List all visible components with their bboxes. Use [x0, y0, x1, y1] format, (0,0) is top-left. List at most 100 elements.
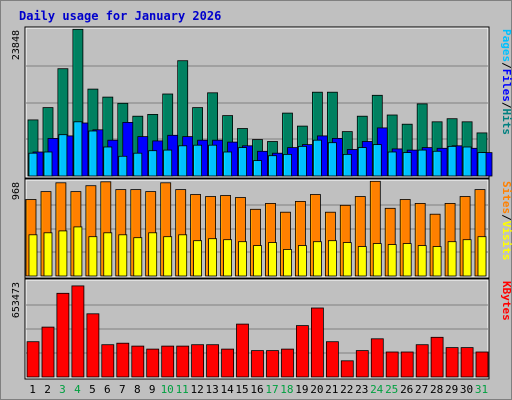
- hits-files-pages-bar-pages-11: [178, 145, 188, 177]
- hits-files-pages-bar-pages-12: [193, 144, 203, 177]
- visits-sites-bar-sites-31: [477, 236, 487, 277]
- x-tick-label-22: 22: [340, 383, 353, 396]
- hits-files-pages-bar-pages-24: [372, 144, 382, 177]
- hits-files-pages-bar-pages-15: [238, 147, 247, 177]
- hits-files-pages-bar-pages-1: [28, 152, 38, 177]
- hits-files-pages-bar-pages-28: [432, 150, 442, 177]
- x-tick-label-7: 7: [119, 383, 126, 396]
- visits-sites-bar-sites-30: [462, 239, 472, 277]
- kbytes-bar-kbytes-28: [430, 336, 444, 378]
- visits-sites-bar-sites-13: [208, 238, 218, 277]
- visits-sites-bar-sites-11: [178, 234, 188, 277]
- x-tick-label-11: 11: [176, 383, 189, 396]
- visits-sites-bar-sites-24: [372, 243, 382, 277]
- x-tick-label-23: 23: [355, 383, 368, 396]
- x-tick-label-30: 30: [460, 383, 473, 396]
- kbytes-bar-kbytes-12: [191, 344, 205, 378]
- hits-files-pages-bar-pages-8: [133, 152, 143, 177]
- visits-sites-bar-sites-22: [342, 242, 352, 277]
- hits-files-pages-bar-pages-21: [327, 142, 337, 177]
- hits-files-pages-bar-pages-16: [253, 160, 262, 177]
- x-tick-label-27: 27: [415, 383, 428, 396]
- visits-sites-bar-sites-21: [327, 240, 337, 277]
- kbytes-bar-kbytes-4: [71, 285, 85, 378]
- hits-files-pages-bar-pages-23: [357, 147, 367, 177]
- kbytes-bar-kbytes-27: [415, 344, 429, 378]
- visits-sites-bar-sites-26: [402, 243, 412, 277]
- visits-sites-bar-sites-3: [58, 230, 68, 277]
- visits-sites-bar-sites-8: [133, 237, 143, 277]
- hits-files-pages-bar-pages-18: [283, 153, 292, 177]
- hits-files-pages-bar-pages-9: [148, 150, 158, 177]
- visits-sites-bar-sites-6: [103, 232, 113, 277]
- hits-files-pages-bar-pages-22: [342, 153, 352, 177]
- kbytes-bar-kbytes-2: [41, 326, 55, 378]
- hits-files-pages-bar-pages-29: [447, 145, 457, 177]
- hits-files-pages-bar-pages-3: [58, 134, 68, 177]
- visits-sites-bar-sites-4: [73, 226, 83, 277]
- kbytes-legend: KBytes: [500, 281, 512, 321]
- kbytes-bar-kbytes-22: [340, 360, 354, 378]
- kbytes-bar-kbytes-6: [101, 344, 115, 378]
- hits-files-pages-bar-pages-30: [462, 146, 472, 177]
- hits-files-pages-legend-entry: Files: [500, 69, 512, 102]
- hits-files-pages-bar-files-7: [122, 122, 134, 177]
- hits-files-pages-bar-pages-10: [163, 149, 173, 177]
- hits-files-pages-bar-pages-26: [402, 152, 412, 177]
- kbytes-bar-kbytes-24: [370, 338, 384, 378]
- kbytes-bar-kbytes-26: [400, 351, 414, 378]
- kbytes-bar-kbytes-8: [131, 345, 145, 378]
- kbytes-bar-kbytes-17: [266, 350, 279, 378]
- visits-sites-bar-sites-15: [238, 241, 247, 277]
- chart-title: Daily usage for January 2026: [19, 9, 222, 23]
- x-tick-label-10: 10: [161, 383, 174, 396]
- x-tick-label-16: 16: [250, 383, 263, 396]
- hits-files-pages-bar-pages-31: [477, 152, 487, 177]
- x-tick-label-21: 21: [325, 383, 338, 396]
- x-tick-label-13: 13: [205, 383, 218, 396]
- visits-sites-bar-sites-14: [223, 239, 233, 277]
- kbytes-bar-kbytes-21: [325, 341, 339, 378]
- x-tick-label-15: 15: [235, 383, 248, 396]
- x-tick-label-3: 3: [59, 383, 66, 396]
- visits-sites-bar-sites-16: [253, 245, 262, 277]
- visits-sites-bar-sites-27: [417, 245, 427, 277]
- visits-sites-bar-sites-25: [387, 244, 397, 277]
- visits-sites-legend-entry: /: [500, 214, 512, 221]
- visits-sites-bar-sites-9: [148, 232, 158, 277]
- kbytes-bar-kbytes-1: [26, 341, 40, 378]
- kbytes-bar-kbytes-20: [310, 307, 324, 378]
- kbytes-bar-kbytes-10: [161, 345, 175, 378]
- visits-sites-bar-sites-12: [193, 240, 203, 277]
- hits-files-pages-bar-pages-13: [208, 144, 218, 177]
- x-tick-label-26: 26: [400, 383, 413, 396]
- x-tick-label-9: 9: [149, 383, 156, 396]
- kbytes-bar-kbytes-29: [445, 347, 459, 378]
- x-tick-label-6: 6: [104, 383, 111, 396]
- visits-sites-bar-sites-2: [43, 232, 53, 277]
- x-tick-label-12: 12: [190, 383, 203, 396]
- visits-sites-ymax-label: 968: [11, 182, 22, 200]
- x-tick-label-1: 1: [29, 383, 36, 396]
- visits-sites-bar-sites-19: [297, 245, 307, 277]
- visits-sites-legend-entry: Sites: [500, 181, 512, 214]
- x-tick-label-28: 28: [430, 383, 443, 396]
- x-tick-label-8: 8: [134, 383, 141, 396]
- x-tick-label-4: 4: [74, 383, 81, 396]
- visits-sites-legend: Sites/Visits: [500, 181, 512, 261]
- visits-sites-bar-sites-18: [283, 249, 292, 277]
- hits-files-pages-ymax-label: 23848: [11, 30, 22, 60]
- kbytes-bar-kbytes-11: [176, 345, 190, 378]
- hits-files-pages-legend-entry: Hits: [500, 109, 512, 136]
- hits-files-pages-bar-pages-20: [312, 139, 322, 177]
- hits-files-pages-legend-entry: /: [500, 62, 512, 69]
- x-tick-label-14: 14: [220, 383, 234, 396]
- x-tick-label-31: 31: [475, 383, 488, 396]
- hits-files-pages-legend: Pages/Files/Hits: [500, 29, 512, 135]
- kbytes-bar-kbytes-19: [295, 325, 309, 378]
- visits-sites-bar-sites-23: [357, 246, 367, 277]
- hits-files-pages-bar-pages-6: [103, 146, 113, 177]
- kbytes-bar-kbytes-3: [56, 292, 70, 378]
- kbytes-bar-kbytes-16: [251, 350, 264, 378]
- hits-files-pages-bar-pages-2: [43, 151, 53, 177]
